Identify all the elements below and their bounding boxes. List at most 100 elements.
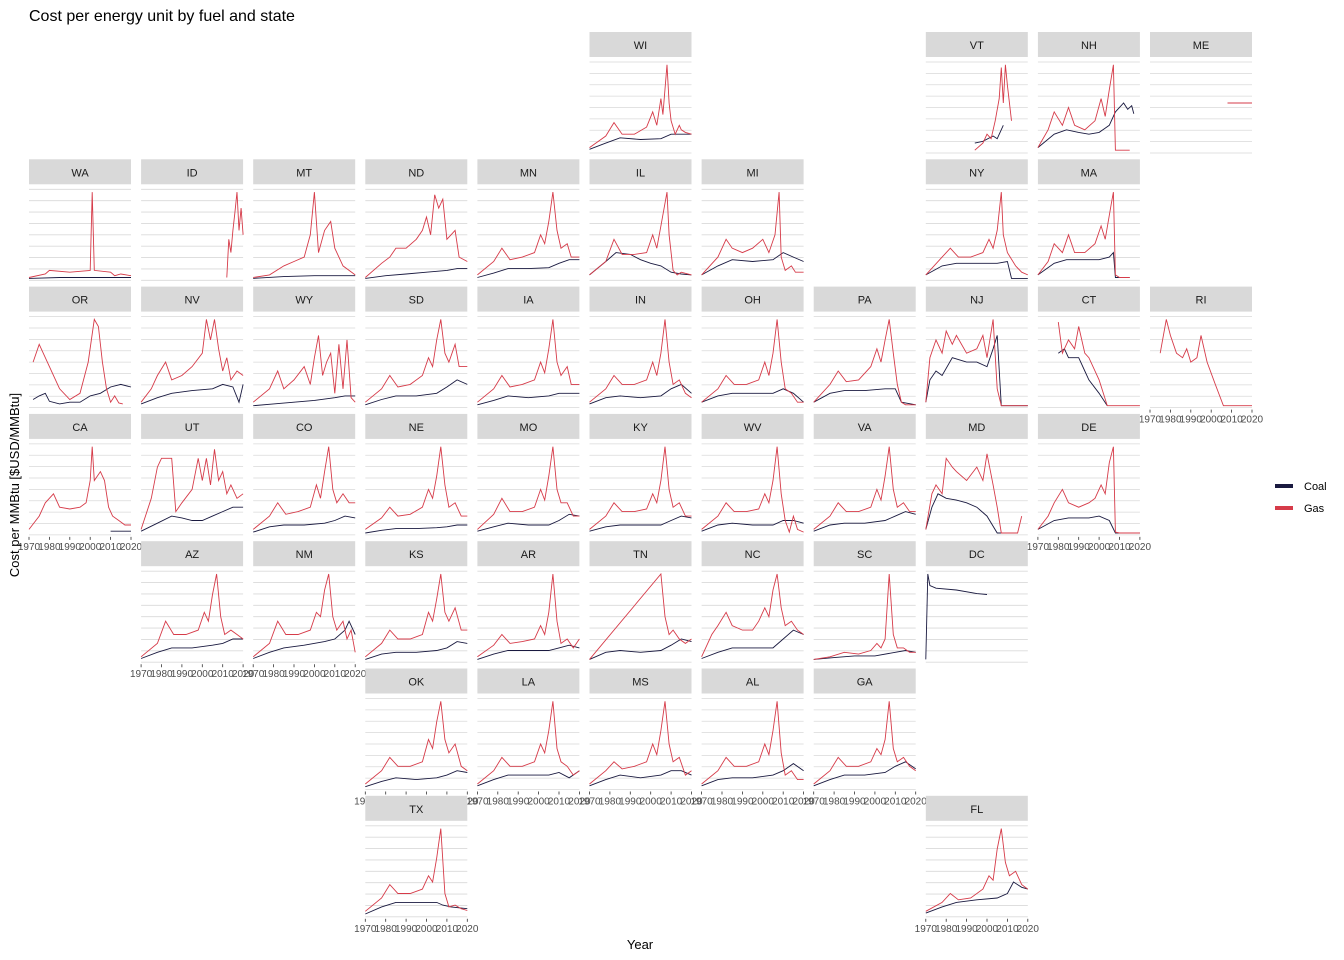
x-tick-label: 2000: [415, 924, 438, 935]
facet-strip: [365, 541, 468, 567]
facet-ok: OK197019801990200020102020: [354, 668, 479, 808]
x-tick-label: 1990: [619, 797, 642, 808]
facet-strip-label: LA: [522, 677, 536, 689]
facet-co: CO: [252, 413, 356, 536]
series-line-coal-nd: [365, 268, 468, 279]
facet-ct: CT: [1037, 286, 1140, 409]
series-line-gas-md: [925, 453, 1023, 534]
series-line-coal-ma: [1037, 251, 1130, 278]
series-line-coal-ne: [365, 524, 468, 534]
x-tick-label: 2000: [527, 797, 550, 808]
x-tick-label: 1990: [731, 797, 754, 808]
x-tick-label: 1980: [487, 797, 510, 808]
facet-strip: [925, 541, 1028, 567]
series-line-gas-fl: [925, 828, 1029, 912]
x-tick-label: 2010: [548, 797, 571, 808]
series-line-coal-wa: [28, 277, 131, 279]
x-tick-label: 2000: [1200, 415, 1223, 426]
facet-strip-label: MD: [968, 422, 985, 434]
series-line-gas-ne: [365, 446, 468, 530]
series-line-gas-wv: [701, 446, 804, 534]
series-line-gas-nj: [925, 319, 1028, 407]
series-line-coal-de: [1037, 515, 1140, 534]
facet-strip-label: SC: [857, 549, 872, 561]
series-line-gas-ar: [477, 573, 580, 658]
chart-title: Cost per energy unit by fuel and state: [29, 8, 295, 25]
legend-key-gas: [1275, 506, 1293, 510]
facet-vt: VT: [925, 32, 1028, 154]
facet-strip-label: KY: [633, 422, 648, 434]
series-line-coal-mt: [253, 275, 356, 279]
series-line-coal-or: [32, 383, 132, 405]
facet-nc: NC: [701, 541, 804, 663]
x-tick-label: 1970: [578, 797, 601, 808]
facet-strip-label: NY: [969, 167, 985, 179]
series-line-coal-ia: [477, 392, 580, 406]
x-tick-label: 2020: [1241, 415, 1264, 426]
x-tick-label: 2020: [568, 797, 591, 808]
facet-strip: [1037, 413, 1140, 439]
facet-strip-label: DE: [1081, 422, 1096, 434]
x-tick-label: 1990: [1068, 542, 1091, 553]
facet-strip-label: NE: [409, 422, 424, 434]
series-line-gas-ny: [925, 192, 1028, 276]
facet-strip: [701, 541, 804, 567]
facet-strip: [365, 668, 468, 694]
series-line-gas-mi: [701, 192, 804, 276]
facet-wv: WV: [701, 413, 804, 536]
series-line-gas-ca: [28, 446, 131, 530]
facet-nh: NH: [1037, 32, 1140, 154]
x-tick-label: 2020: [1129, 542, 1152, 553]
x-tick-label: 2020: [792, 797, 815, 808]
facet-strip: [365, 795, 468, 821]
x-tick-label: 2010: [772, 797, 795, 808]
facet-strip-label: NH: [1081, 40, 1097, 52]
facet-strip: [925, 32, 1028, 57]
facet-strip: [589, 541, 692, 567]
x-tick-label: 1980: [38, 542, 61, 553]
x-tick-label: 1970: [803, 797, 826, 808]
x-tick-label: 2010: [436, 924, 459, 935]
facet-dc: DC: [925, 541, 1028, 663]
x-tick-label: 1970: [1139, 415, 1162, 426]
facet-strip: [253, 159, 356, 185]
facet-strip-label: ME: [1193, 40, 1210, 52]
series-line-gas-sd: [365, 319, 468, 403]
x-tick-label: 2010: [996, 924, 1019, 935]
series-line-gas-ct: [1057, 322, 1140, 407]
facet-mt: MT: [253, 159, 356, 281]
series-line-coal-oh: [701, 388, 804, 403]
legend-label-coal: Coal: [1304, 481, 1327, 493]
x-tick-label: 2010: [884, 797, 907, 808]
series-line-coal-vt: [974, 125, 1004, 144]
series-line-gas-ia: [477, 319, 580, 403]
facet-strip-label: DC: [969, 549, 985, 561]
x-tick-label: 1970: [354, 924, 377, 935]
facet-strip: [1037, 32, 1140, 57]
facet-nd: ND: [365, 159, 468, 281]
series-line-coal-ar: [477, 644, 580, 660]
facet-strip-label: MS: [632, 677, 649, 689]
facet-strip: [477, 159, 580, 185]
series-line-coal-nm: [253, 620, 356, 659]
facet-strip-label: AZ: [185, 549, 199, 561]
x-tick-label: 2020: [232, 669, 255, 680]
x-tick-label: 2020: [680, 797, 703, 808]
series-line-gas-ma: [1037, 192, 1130, 278]
facet-in: IN: [589, 286, 692, 409]
facet-strip-label: WA: [71, 167, 89, 179]
facet-strip: [477, 668, 580, 694]
series-line-gas-ut: [140, 449, 244, 530]
series-line-coal-md: [925, 493, 1018, 534]
facet-il: IL: [589, 159, 692, 281]
x-tick-label: 2010: [212, 669, 235, 680]
x-tick-label: 2020: [456, 924, 479, 935]
facet-strip: [701, 413, 804, 439]
facet-sc: SC: [813, 541, 916, 663]
facet-strip-label: AL: [746, 677, 759, 689]
